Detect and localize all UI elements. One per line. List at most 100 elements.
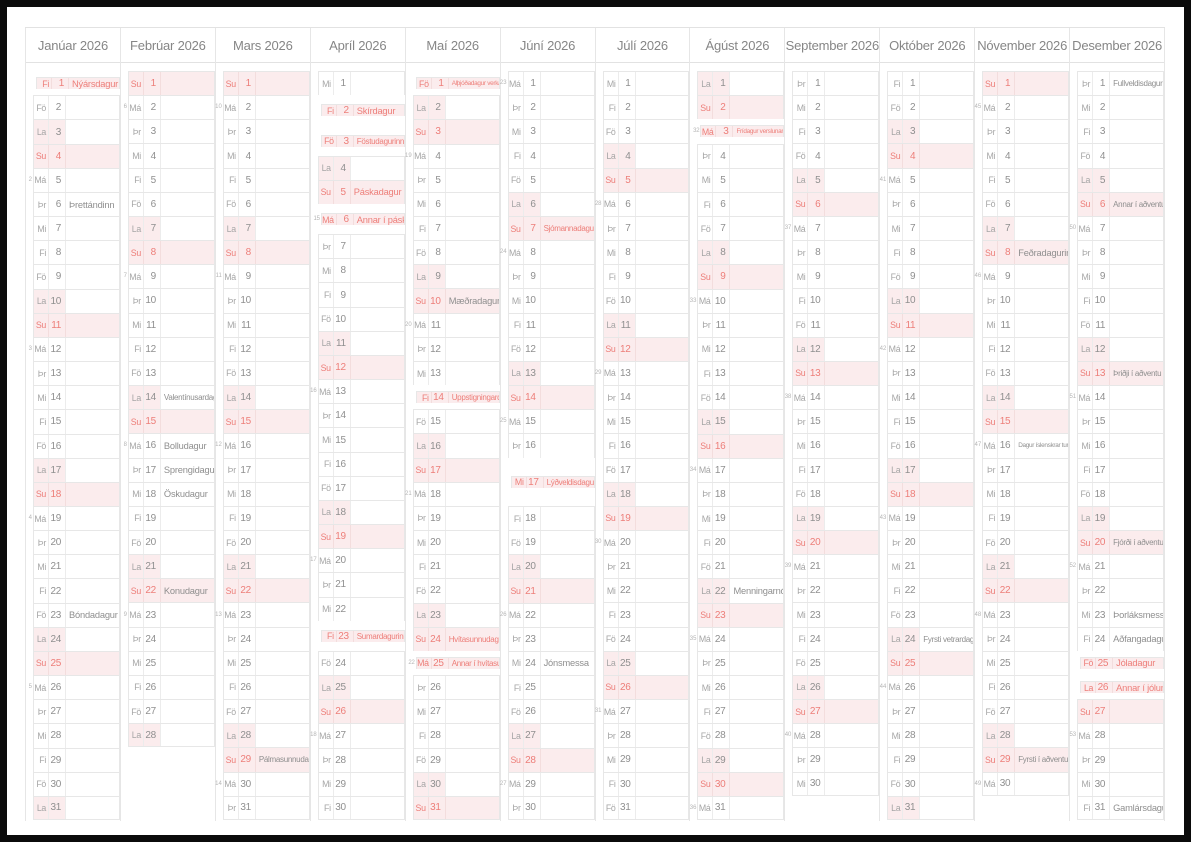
day-row: 18 Má 27 xyxy=(310,723,405,748)
week-gutter xyxy=(121,699,128,723)
day-box: Fö 11 xyxy=(792,312,880,337)
week-gutter xyxy=(216,409,223,433)
holiday-label: Gamlársdagur xyxy=(1113,802,1163,813)
day-box: Þr 19 xyxy=(412,505,500,531)
day-number: 6 xyxy=(713,192,731,217)
weekday-label: Su xyxy=(129,410,144,434)
day-box: La 12 xyxy=(1077,336,1165,361)
weekday-label: Mi xyxy=(414,192,429,216)
day-number: 8 xyxy=(1093,241,1111,265)
week-gutter xyxy=(690,578,697,602)
holiday-label: Páskadagur xyxy=(353,187,402,198)
day-box: Mi 25 xyxy=(222,650,310,675)
day-number: 17 xyxy=(1093,458,1111,482)
holiday-spacer xyxy=(636,676,689,699)
holiday-spacer xyxy=(636,265,689,288)
day-box: Fi 8 xyxy=(33,240,120,265)
holiday-spacer xyxy=(1110,265,1163,288)
day-box: Mi 1 xyxy=(317,71,405,96)
week-gutter xyxy=(216,313,223,337)
holiday-spacer xyxy=(446,96,499,119)
day-number: 26 xyxy=(1096,682,1114,694)
day-number: 5 xyxy=(239,168,256,192)
day-number: 4 xyxy=(998,144,1016,168)
day-box: Má 24 xyxy=(697,626,785,651)
holiday-spacer xyxy=(825,386,878,409)
week-gutter xyxy=(596,602,603,626)
day-row: Fi 30 xyxy=(596,771,690,796)
day-number: 14 xyxy=(1093,386,1111,410)
day-number: 15 xyxy=(808,410,826,434)
weekday-label: Fö xyxy=(319,307,334,331)
day-box: Þr 24 xyxy=(127,626,215,651)
holiday-spacer xyxy=(825,459,878,482)
weekday-label: Fi xyxy=(509,144,524,168)
day-row: Fi 19 xyxy=(216,505,310,530)
day-box: Su 12 xyxy=(602,336,690,361)
day-row: Fö 28 xyxy=(690,723,785,748)
day-row: La 24 xyxy=(26,626,120,651)
day-box: Fö 19 xyxy=(507,530,595,555)
holiday-spacer xyxy=(825,410,878,433)
week-gutter xyxy=(596,433,603,457)
day-number: 1 xyxy=(903,72,921,96)
day-number: 1 xyxy=(808,72,826,96)
week-gutter xyxy=(880,143,887,167)
weekday-label: Su xyxy=(414,627,429,651)
week-gutter xyxy=(501,288,508,312)
day-number: 26 xyxy=(239,675,256,700)
day-row: Mi 8 xyxy=(311,258,405,283)
day-number: 10 xyxy=(524,289,541,313)
day-box: Fi 30 xyxy=(317,795,405,820)
week-gutter xyxy=(406,337,413,361)
day-box: Fi 10 xyxy=(792,288,880,313)
day-box: Má 14 xyxy=(1077,385,1165,410)
day-number: 19 xyxy=(1093,506,1111,530)
day-number: 31 xyxy=(903,796,921,819)
day-number: 21 xyxy=(334,573,351,597)
day-number: 26 xyxy=(429,676,446,700)
day-row: Su 3 xyxy=(406,119,500,144)
week-gutter xyxy=(975,554,982,578)
holiday-spacer xyxy=(730,265,783,288)
holiday-spacer xyxy=(66,483,119,506)
weekday-label: Mi xyxy=(983,313,999,337)
day-number: 9 xyxy=(903,265,921,289)
day-row: 3 Má 12 xyxy=(26,336,120,362)
day-number: 25 xyxy=(618,651,636,675)
day-row: Fö 6 xyxy=(975,191,1070,216)
day-row: Þr 28 xyxy=(311,747,405,772)
day-row: Þr 9 xyxy=(501,264,595,289)
day-row: Mi 20 xyxy=(406,530,500,555)
day-number: 25 xyxy=(1096,657,1114,669)
day-row: 4 Má 19 xyxy=(26,505,120,531)
week-gutter xyxy=(311,476,318,500)
day-box: Su 27 xyxy=(792,699,880,724)
day-row: 53 Má 28 xyxy=(1069,723,1165,748)
holiday-spacer xyxy=(446,265,499,288)
week-number: 20 xyxy=(405,321,412,328)
week-gutter xyxy=(501,578,508,602)
day-box: Þr 30 xyxy=(507,795,595,820)
weekday-label: Su xyxy=(983,72,999,96)
holiday-spacer xyxy=(351,724,404,747)
weekday-label: Þr xyxy=(793,241,809,265)
weekday-label: Má xyxy=(1078,216,1094,241)
day-number: 19 xyxy=(808,506,826,530)
day-number: 15 xyxy=(429,410,446,434)
week-gutter xyxy=(216,530,223,554)
weekday-label: La xyxy=(128,724,144,747)
weekday-label: Þr xyxy=(414,676,429,700)
holiday-label: Annar í hvítasunnu xyxy=(451,658,499,668)
day-number: 4 xyxy=(524,144,541,168)
day-number: 3 xyxy=(49,120,66,144)
holiday-spacer xyxy=(1015,72,1068,95)
day-box: Fö 24 xyxy=(602,626,690,651)
holiday-label: Uppstigningardagur xyxy=(451,393,499,403)
week-gutter xyxy=(26,772,33,796)
day-box: Su 30 xyxy=(697,771,785,796)
day-row: 5 Má 26 xyxy=(26,675,120,700)
week-gutter xyxy=(975,216,982,240)
